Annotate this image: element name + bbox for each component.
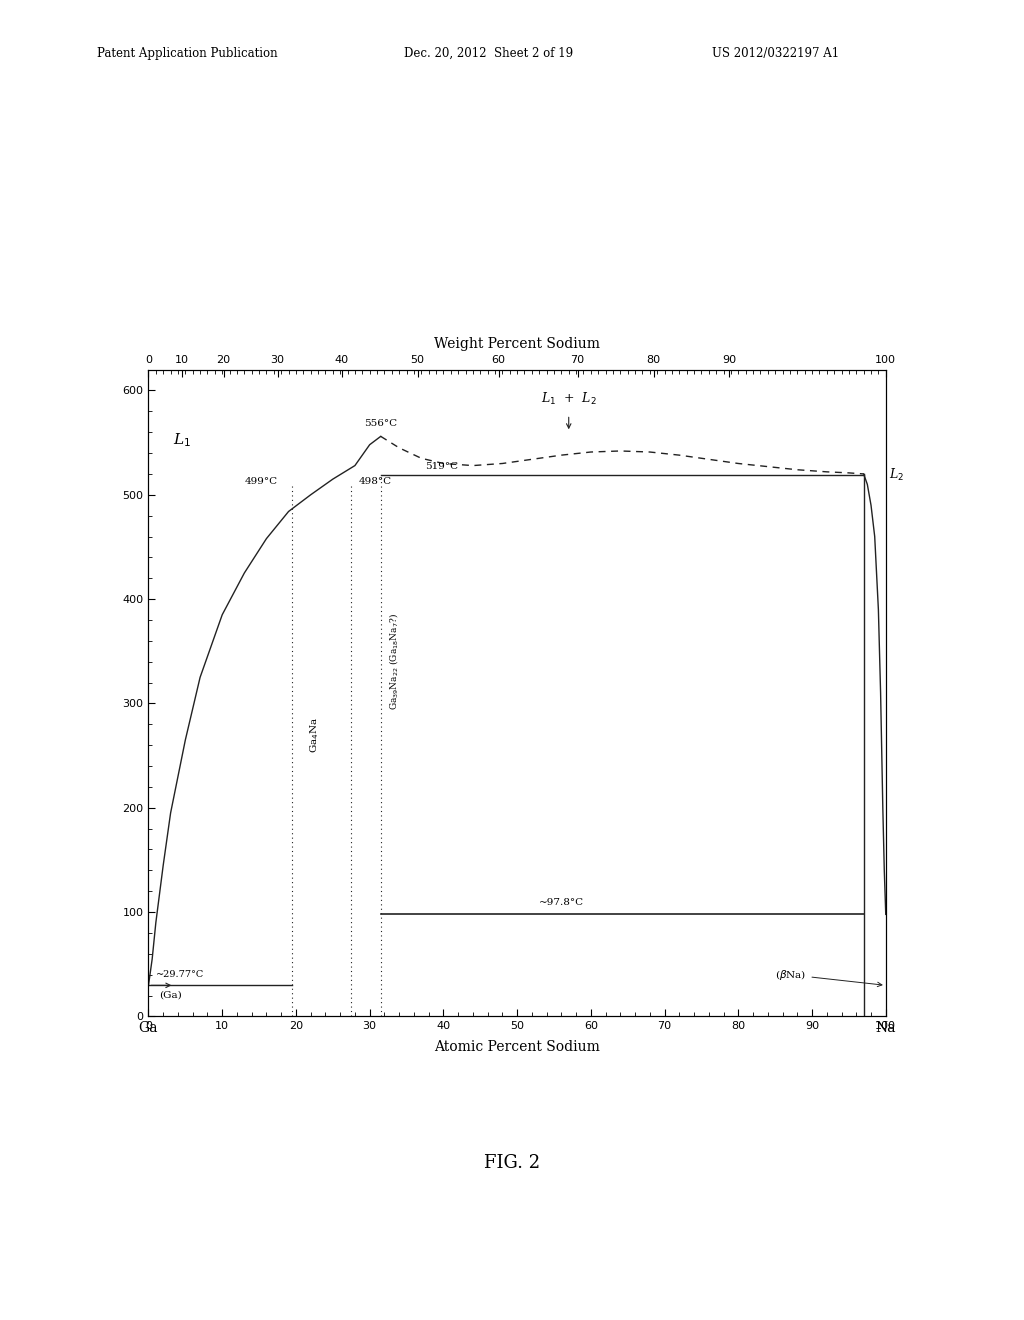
Text: ~97.8°C: ~97.8°C: [540, 898, 585, 907]
Text: L$_1$  +  L$_2$: L$_1$ + L$_2$: [541, 391, 597, 407]
Text: 498°C: 498°C: [358, 478, 392, 486]
Text: FIG. 2: FIG. 2: [484, 1154, 540, 1172]
Text: Ga$_{39}$Na$_{22}$ (Ga$_{18}$Na$_{7}$?): Ga$_{39}$Na$_{22}$ (Ga$_{18}$Na$_{7}$?): [387, 614, 399, 710]
Text: Dec. 20, 2012  Sheet 2 of 19: Dec. 20, 2012 Sheet 2 of 19: [404, 46, 573, 59]
Text: L$_2$: L$_2$: [890, 467, 904, 483]
X-axis label: Atomic Percent Sodium: Atomic Percent Sodium: [434, 1040, 600, 1053]
Text: 556°C: 556°C: [365, 418, 397, 428]
Text: 519°C: 519°C: [425, 462, 458, 471]
Text: Ga$_4$Na: Ga$_4$Na: [308, 717, 321, 752]
Text: US 2012/0322197 A1: US 2012/0322197 A1: [712, 46, 839, 59]
Text: Ga: Ga: [138, 1022, 159, 1035]
Text: ~29.77°C: ~29.77°C: [156, 970, 204, 978]
Text: ($\beta$Na): ($\beta$Na): [775, 968, 882, 986]
Text: (Ga): (Ga): [160, 990, 182, 999]
Text: Patent Application Publication: Patent Application Publication: [97, 46, 278, 59]
Text: Na: Na: [876, 1022, 896, 1035]
Text: L$_1$: L$_1$: [172, 432, 190, 449]
Text: 499°C: 499°C: [245, 478, 278, 486]
X-axis label: Weight Percent Sodium: Weight Percent Sodium: [434, 337, 600, 351]
